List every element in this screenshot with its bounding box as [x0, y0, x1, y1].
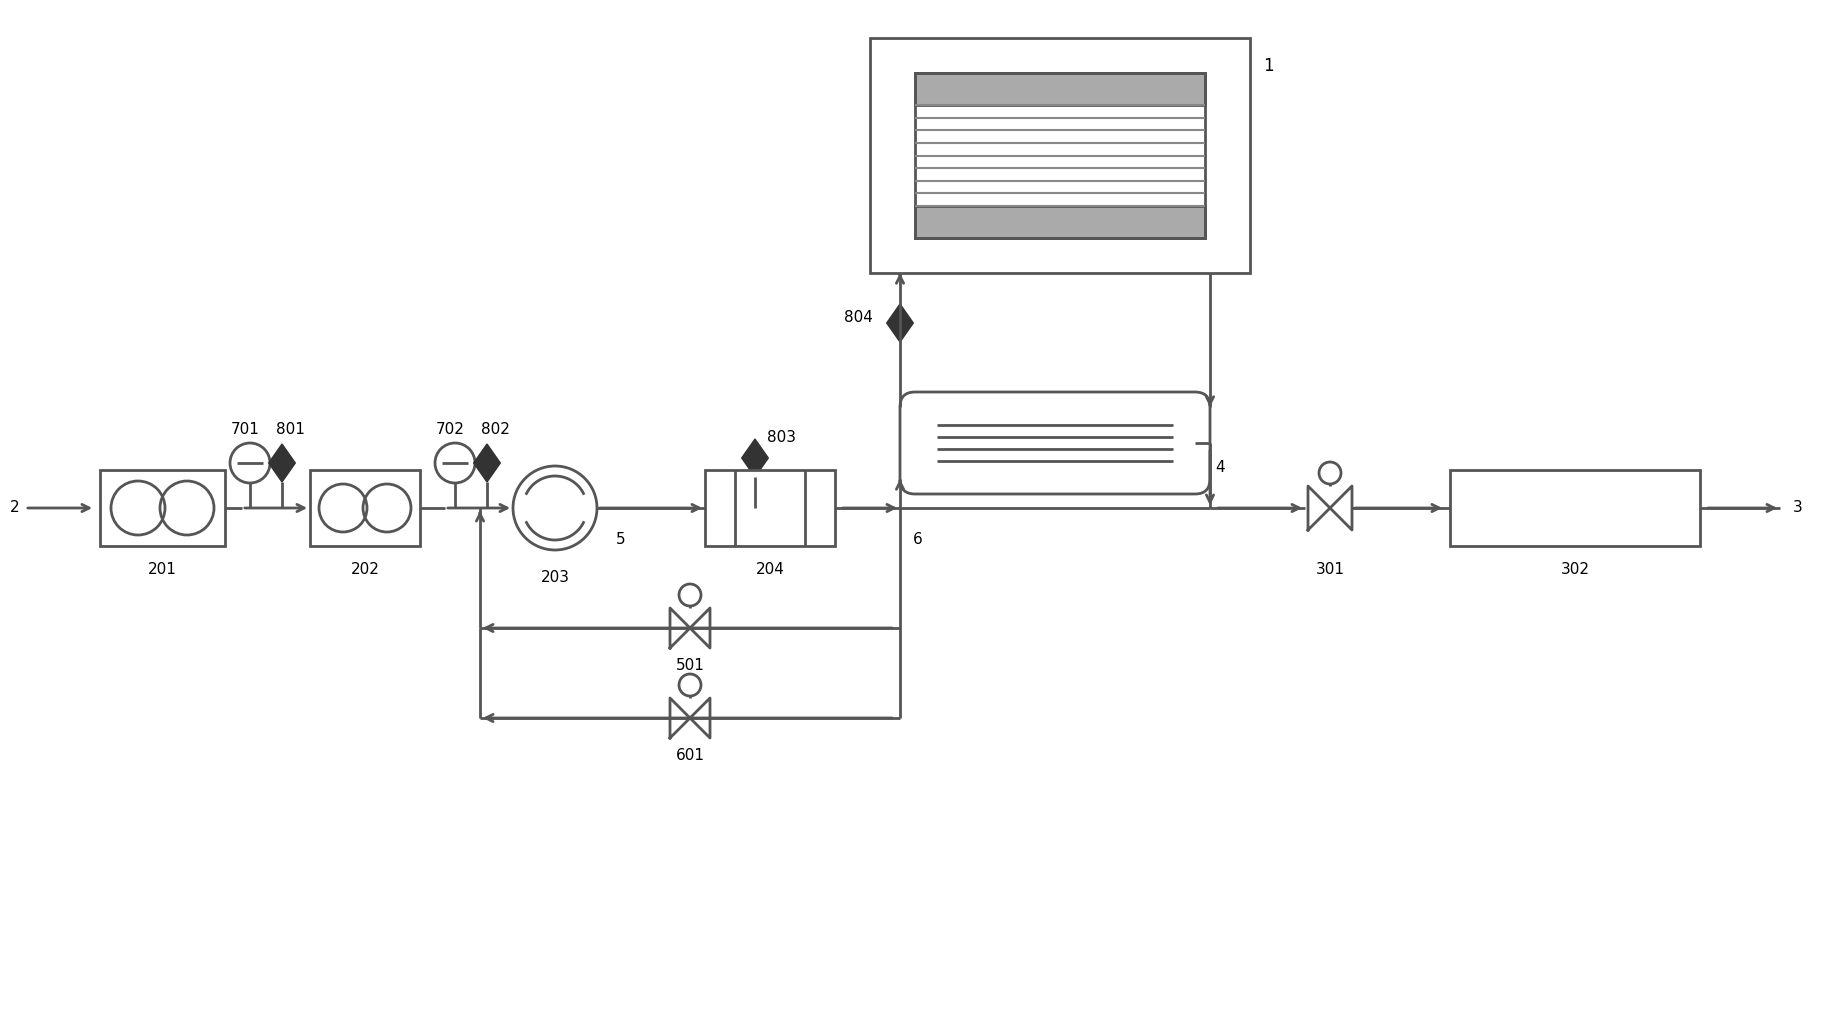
Bar — [870, 38, 1249, 273]
Polygon shape — [268, 444, 296, 482]
FancyBboxPatch shape — [900, 392, 1209, 494]
Text: 803: 803 — [767, 431, 796, 445]
Text: 4: 4 — [1214, 461, 1223, 476]
Text: 702: 702 — [436, 423, 464, 438]
Text: 601: 601 — [675, 748, 704, 764]
Text: 804: 804 — [843, 310, 872, 326]
Text: 501: 501 — [675, 659, 704, 673]
Bar — [915, 73, 1205, 238]
Text: 1: 1 — [1262, 57, 1273, 75]
Polygon shape — [741, 439, 769, 477]
Text: 3: 3 — [1793, 501, 1802, 515]
Text: 204: 204 — [756, 562, 784, 578]
Text: 203: 203 — [540, 571, 569, 586]
Text: 701: 701 — [231, 423, 259, 438]
Polygon shape — [887, 304, 913, 342]
Text: 201: 201 — [148, 562, 177, 578]
Bar — [915, 73, 1205, 105]
Text: 302: 302 — [1560, 562, 1589, 578]
Text: 2: 2 — [11, 501, 20, 515]
Text: 301: 301 — [1314, 562, 1343, 578]
Text: 802: 802 — [480, 423, 510, 438]
Text: 801: 801 — [275, 423, 305, 438]
Bar — [100, 470, 225, 546]
Bar — [915, 206, 1205, 238]
Bar — [1449, 470, 1698, 546]
Text: 6: 6 — [913, 533, 922, 548]
Text: 202: 202 — [351, 562, 379, 578]
Bar — [704, 470, 835, 546]
Bar — [310, 470, 419, 546]
Text: 5: 5 — [615, 533, 625, 548]
Polygon shape — [473, 444, 501, 482]
